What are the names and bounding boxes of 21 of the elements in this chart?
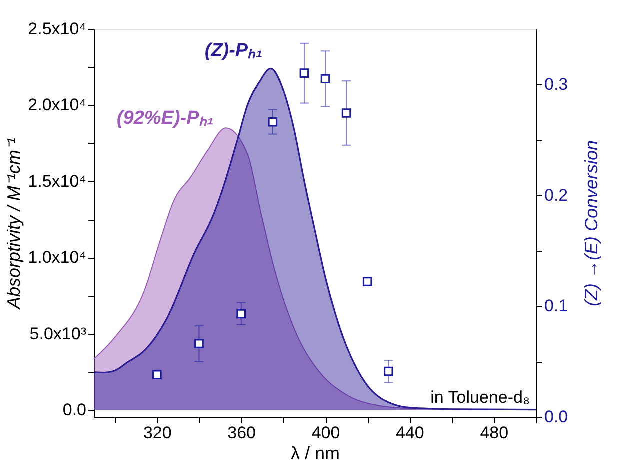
- series-label: (Z)-Pₕ₁: [204, 40, 263, 62]
- y2-tick-label: 0.3: [544, 74, 568, 94]
- x-tick-label: 400: [312, 424, 340, 442]
- x-tick-label: 320: [143, 424, 172, 442]
- series-label: (92%E)-Pₕ₁: [116, 108, 214, 130]
- y-tick-label: 2.0x10⁴: [28, 96, 86, 115]
- y-axis-title: Absorptivity / M⁻¹cm⁻¹: [4, 138, 24, 310]
- y2-axis-title: (Z) →(E) Conversion: [582, 140, 602, 307]
- y-tick-label: 5.0x10³: [30, 324, 87, 344]
- annotation: in Toluene-d₈: [430, 388, 530, 407]
- y2-tick-label: 0.0: [544, 408, 568, 426]
- y2-tick-label: 0.2: [544, 186, 568, 205]
- x-tick-label: 360: [228, 424, 256, 442]
- y2-tick-label: 0.1: [544, 296, 568, 316]
- y-tick-label: 2.5x10⁴: [28, 20, 86, 38]
- x-tick-label: 440: [396, 424, 424, 442]
- x-tick-label: 480: [480, 424, 509, 442]
- x-axis-title: λ / nm: [290, 444, 340, 464]
- y-tick-label: 1.5x10⁴: [28, 172, 86, 191]
- y-tick-label: 0.0: [62, 400, 86, 420]
- y-tick-label: 1.0x10⁴: [28, 248, 86, 268]
